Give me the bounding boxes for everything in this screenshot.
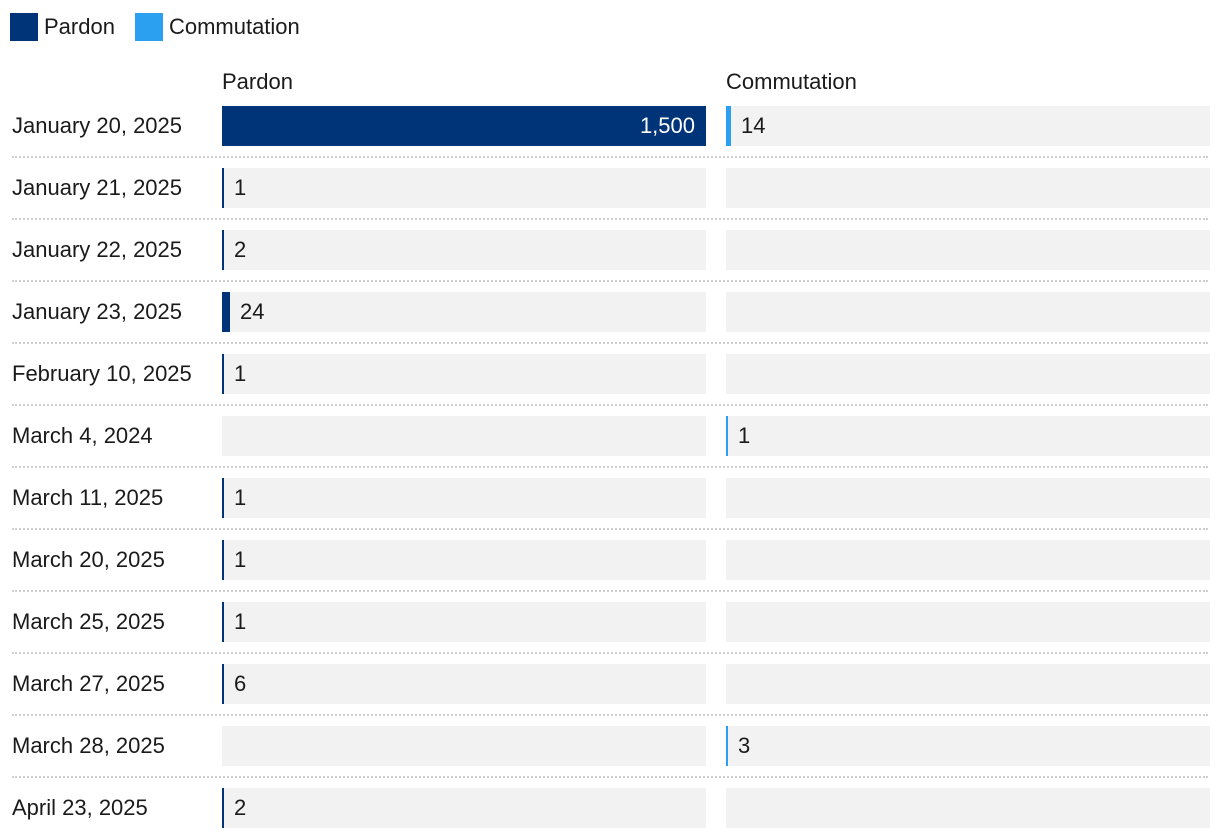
bar-track: 2 [222,230,706,270]
legend-item-commutation: Commutation [134,13,300,41]
chart-row: March 20, 2025 1 [12,540,1210,580]
bar-pardon [222,106,706,146]
legend-swatch-commutation [134,13,163,41]
category-label: January 21, 2025 [12,175,183,200]
category-label: January 20, 2025 [12,113,183,138]
legend-label-commutation: Commutation [168,14,300,39]
category-label: March 11, 2025 [12,485,164,510]
row-separator [12,280,1208,282]
bar-pardon [222,664,224,704]
bar-track [222,416,706,456]
category-label: March 4, 2024 [12,423,153,448]
row-separator [12,652,1208,654]
chart-row: March 25, 2025 1 [12,602,1210,642]
row-separator [12,156,1208,158]
legend-swatch-pardon [10,13,38,41]
bar-track: 24 [222,292,706,332]
bar-pardon [222,230,224,270]
chart-row: March 27, 2025 6 [12,664,1210,704]
legend-label-pardon: Pardon [44,14,115,39]
bar-pardon [222,168,224,208]
row-separator [12,590,1208,592]
bar-track [222,726,706,766]
bar-track: 1 [222,478,706,518]
chart-row: January 22, 2025 2 [12,230,1210,270]
chart-row: January 20, 2025 1,500 14 [12,106,1210,146]
row-separator [12,404,1208,406]
data-label: 2 [234,795,247,820]
data-label: 1 [234,361,247,386]
data-label: 1 [234,175,247,200]
row-separator [12,776,1208,778]
chart-row: March 4, 2024 1 [12,416,1210,456]
category-label: January 22, 2025 [12,237,183,262]
category-label: April 23, 2025 [12,795,148,820]
bar-track [726,354,1210,394]
bar-track: 1 [222,354,706,394]
bar-track [726,168,1210,208]
bar-track [726,602,1210,642]
chart-row: April 23, 2025 2 [12,788,1210,828]
bar-pardon [222,602,224,642]
row-separator [12,528,1208,530]
bar-track: 1 [726,416,1210,456]
bar-track [726,664,1210,704]
chart-row: January 23, 2025 24 [12,292,1210,332]
bar-pardon [222,354,224,394]
bar-track [726,540,1210,580]
chart-row: March 28, 2025 3 [12,726,1210,766]
data-label: 1 [738,423,751,448]
legend-item-pardon: Pardon [10,13,115,41]
row-separator [12,466,1208,468]
category-label: February 10, 2025 [12,361,192,386]
bar-track [726,478,1210,518]
bar-track: 3 [726,726,1210,766]
row-separator [12,218,1208,220]
row-separator [12,342,1208,344]
row-separator [12,714,1208,716]
bar-track: 14 [726,106,1210,146]
bar-track: 2 [222,788,706,828]
chart-row: January 21, 2025 1 [12,168,1210,208]
category-label: March 20, 2025 [12,547,165,572]
category-label: March 25, 2025 [12,609,165,634]
bar-track [726,292,1210,332]
bar-track: 1 [222,540,706,580]
column-header-pardon: Pardon [222,69,293,94]
category-label: January 23, 2025 [12,299,183,324]
bar-commutation [726,106,731,146]
chart-row: March 11, 2025 1 [12,478,1210,518]
bar-commutation [726,416,728,456]
data-label: 1 [234,485,247,510]
bar-commutation [726,726,728,766]
bar-track: 6 [222,664,706,704]
data-label: 2 [234,237,247,262]
bar-pardon [222,292,230,332]
bar-pardon [222,478,224,518]
data-label: 14 [741,113,766,138]
bar-track [726,230,1210,270]
data-label: 1 [234,547,247,572]
data-label: 1,500 [639,113,695,138]
bar-track: 1 [222,168,706,208]
chart-row: February 10, 2025 1 [12,354,1210,394]
category-label: March 27, 2025 [12,671,165,696]
legend: Pardon Commutation [10,12,320,42]
data-label: 1 [234,609,247,634]
bar-track: 1,500 [222,106,706,146]
bar-pardon [222,540,224,580]
data-label: 6 [234,671,247,696]
bar-track: 1 [222,602,706,642]
column-header-commutation: Commutation [726,69,857,94]
data-label: 24 [240,299,265,324]
category-label: March 28, 2025 [12,733,165,758]
bar-pardon [222,788,224,828]
bar-track [726,788,1210,828]
data-label: 3 [738,733,751,758]
